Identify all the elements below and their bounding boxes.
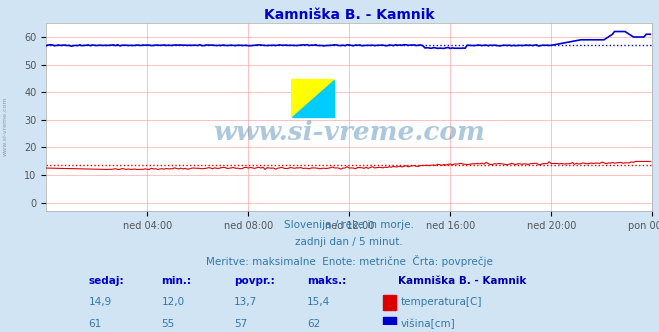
- Text: www.si-vreme.com: www.si-vreme.com: [214, 120, 485, 144]
- Bar: [383, 317, 396, 332]
- Text: 61: 61: [88, 319, 102, 329]
- Text: Kamniška B. - Kamnik: Kamniška B. - Kamnik: [398, 276, 526, 286]
- Text: 62: 62: [307, 319, 320, 329]
- Polygon shape: [292, 79, 334, 117]
- Text: 13,7: 13,7: [234, 297, 257, 307]
- Polygon shape: [292, 79, 334, 117]
- Text: 15,4: 15,4: [307, 297, 330, 307]
- Text: Slovenija / reke in morje.: Slovenija / reke in morje.: [284, 220, 415, 230]
- Bar: [383, 295, 396, 310]
- Text: 14,9: 14,9: [88, 297, 112, 307]
- Text: povpr.:: povpr.:: [234, 276, 275, 286]
- Text: temperatura[C]: temperatura[C]: [401, 297, 482, 307]
- Text: 12,0: 12,0: [161, 297, 185, 307]
- Text: 55: 55: [161, 319, 175, 329]
- Text: min.:: min.:: [161, 276, 191, 286]
- Text: višina[cm]: višina[cm]: [401, 319, 455, 329]
- Text: maks.:: maks.:: [307, 276, 346, 286]
- Text: 57: 57: [234, 319, 247, 329]
- Text: sedaj:: sedaj:: [88, 276, 124, 286]
- Text: zadnji dan / 5 minut.: zadnji dan / 5 minut.: [295, 237, 403, 247]
- Title: Kamniška B. - Kamnik: Kamniška B. - Kamnik: [264, 8, 434, 22]
- Text: Meritve: maksimalne  Enote: metrične  Črta: povprečje: Meritve: maksimalne Enote: metrične Črta…: [206, 255, 493, 267]
- Text: www.si-vreme.com: www.si-vreme.com: [3, 96, 8, 156]
